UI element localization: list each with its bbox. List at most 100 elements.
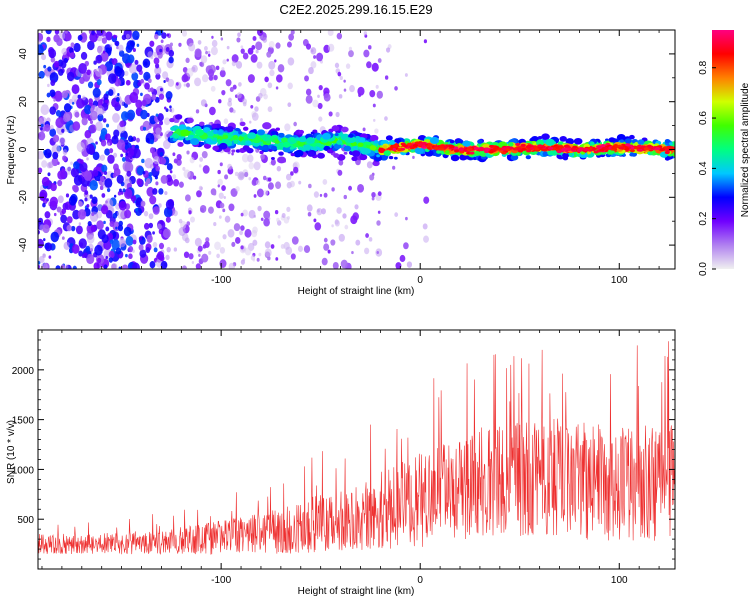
spectral-point — [371, 62, 379, 72]
spectral-point — [172, 174, 177, 180]
spectral-point — [79, 161, 88, 172]
ridge-point — [240, 133, 245, 137]
spectral-point — [211, 39, 218, 48]
spectral-point — [310, 47, 317, 55]
spectral-point — [126, 147, 135, 158]
spectral-point — [226, 45, 230, 50]
ridge-point — [637, 139, 645, 145]
ridge-core-point — [427, 143, 433, 147]
ridge-point — [628, 134, 635, 140]
spectral-point — [70, 225, 76, 232]
chart-title: C2E2.2025.299.16.15.E29 — [279, 2, 432, 17]
spectral-point — [275, 86, 279, 90]
spectral-point — [186, 68, 194, 77]
ridge-point — [449, 139, 455, 144]
spectral-point — [269, 69, 275, 77]
ridge-core-point — [459, 150, 465, 154]
ridge-point — [178, 124, 187, 131]
spectral-point — [178, 227, 186, 236]
spectral-point — [57, 170, 65, 180]
spectral-point — [201, 74, 209, 83]
spectral-point — [336, 32, 343, 40]
spectral-point — [213, 74, 218, 81]
spectral-point — [227, 229, 235, 238]
spectral-point — [104, 178, 113, 189]
spectral-point — [284, 123, 291, 132]
ridge-point — [247, 132, 257, 140]
spectral-point — [159, 87, 163, 92]
ridge-point — [357, 142, 364, 148]
ridge-core-point — [438, 145, 445, 149]
ridge-point — [195, 129, 204, 136]
spectral-point — [169, 42, 173, 47]
ridge-core-point — [521, 147, 527, 151]
spectral-point — [107, 154, 115, 164]
spectral-point — [229, 86, 234, 93]
spectral-point — [182, 66, 188, 73]
ridge-point — [190, 138, 200, 146]
spectral-point — [304, 75, 309, 82]
spectral-point — [100, 51, 109, 62]
ridge-point — [383, 150, 391, 156]
spectral-point — [240, 212, 244, 217]
spectral-point — [313, 218, 317, 223]
spectral-point — [130, 195, 137, 202]
spectral-point — [152, 231, 155, 235]
spectral-point — [45, 30, 52, 35]
spectral-point — [43, 64, 47, 69]
spectral-point — [109, 43, 113, 48]
spectral-point — [62, 113, 71, 123]
spectral-point — [313, 55, 317, 59]
spectral-point — [192, 175, 197, 180]
spectral-point — [276, 217, 280, 223]
spectral-point — [285, 173, 292, 181]
spectral-point — [240, 45, 244, 49]
spectral-point — [323, 192, 328, 198]
spectral-point — [274, 209, 279, 215]
ridge-core-point — [484, 147, 490, 151]
spectral-point — [363, 49, 370, 58]
spectral-point — [90, 225, 97, 233]
spectral-point — [93, 60, 97, 65]
spectral-point — [348, 50, 354, 58]
ridge-point — [333, 153, 340, 158]
ridge-core-point — [433, 146, 440, 150]
spectral-point — [132, 239, 137, 245]
ridge-point — [473, 150, 481, 157]
spectral-point — [148, 222, 154, 229]
spectral-point — [240, 48, 245, 54]
spectral-point — [155, 113, 159, 117]
spectral-point — [106, 187, 111, 193]
y-tick-label: 40 — [18, 48, 29, 60]
spectral-point — [137, 82, 141, 86]
spectral-point — [61, 128, 65, 133]
spectral-point — [117, 224, 124, 232]
ridge-core-point — [453, 146, 459, 150]
spectral-point — [191, 260, 195, 264]
ridge-point — [274, 140, 280, 144]
spectral-point — [251, 45, 256, 50]
ridge-core-point — [646, 144, 652, 148]
spectral-point — [290, 171, 294, 176]
spectral-point — [354, 204, 359, 210]
spectral-point — [198, 164, 202, 168]
spectral-point — [323, 93, 331, 102]
spectral-point — [240, 118, 243, 122]
spectral-point — [369, 174, 375, 181]
spectral-point — [75, 225, 83, 235]
ridge-point — [216, 129, 224, 135]
spectral-point — [208, 106, 216, 116]
ridge-point — [616, 134, 626, 141]
spectral-point — [46, 92, 51, 98]
ridge-core-point — [396, 148, 403, 152]
spectral-point — [188, 253, 194, 260]
spectral-point — [253, 161, 261, 171]
spectral-point — [327, 30, 334, 37]
spectral-point — [40, 127, 43, 131]
ridge-point — [477, 139, 483, 144]
ridge-point — [541, 133, 550, 140]
spectral-point — [255, 179, 261, 186]
ridge-point — [351, 156, 358, 162]
spectral-point — [312, 99, 319, 108]
spectral-point — [366, 61, 372, 69]
